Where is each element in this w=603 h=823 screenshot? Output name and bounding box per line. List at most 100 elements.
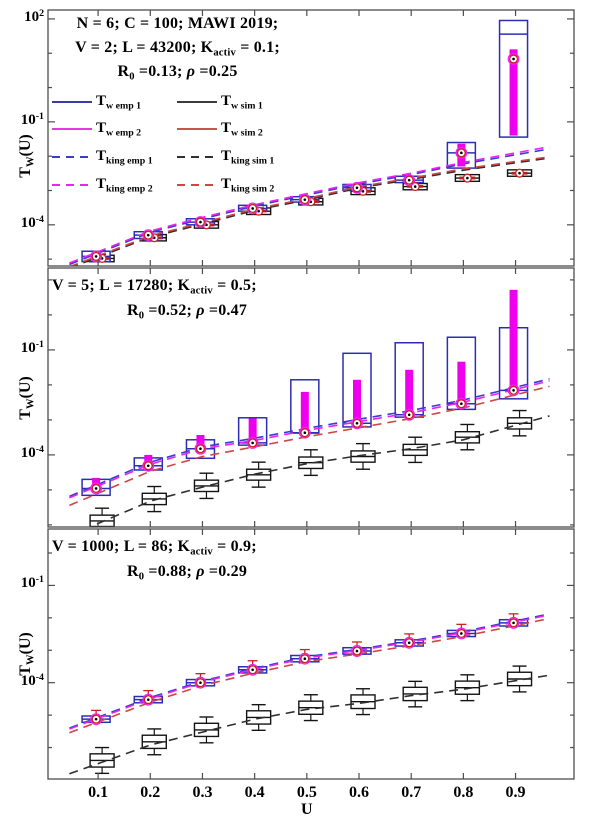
emp-median-marker-dot — [407, 641, 411, 645]
legend-line-swatch — [177, 183, 217, 187]
emp-median-marker-dot — [512, 389, 515, 392]
emp-median-marker-dot — [355, 186, 359, 190]
emp-median-marker-halo — [246, 663, 259, 676]
annotation-line: V = 1000; L = 86; Kactiv = 0.9; — [52, 538, 257, 558]
legend-label: Tw sim 2 — [221, 119, 263, 139]
emp-median-marker-halo — [507, 53, 520, 65]
legend-line-swatch — [52, 100, 92, 104]
emp-median-marker-dot — [303, 657, 307, 660]
panel-1-plot-area — [69, 19, 550, 266]
legend-label: Tking sim 2 — [221, 175, 275, 195]
emp-median-marker-dot — [199, 447, 202, 451]
emp-median-marker-halo — [298, 652, 311, 665]
annotation-line: R0 =0.88; ρ =0.29 — [126, 563, 248, 583]
x-tick-label: 0.8 — [453, 784, 474, 801]
y-axis-title: TW(U) — [17, 632, 37, 676]
legend-item: Tking emp 2 — [52, 174, 153, 196]
x-tick-label: 0.1 — [88, 784, 109, 801]
y-axis-title: TW(U) — [17, 375, 37, 420]
emp-inner-bar — [353, 379, 362, 424]
emp-inner-bar — [300, 391, 309, 433]
emp-median-marker-dot — [303, 198, 307, 201]
emp-median-marker-dot — [251, 668, 254, 672]
emp-median-marker-halo — [142, 693, 155, 706]
emp-median-marker-halo — [142, 459, 155, 472]
emp-median-marker-halo — [403, 408, 416, 421]
emp-median-marker-dot — [199, 681, 202, 684]
emp-median-marker-halo — [455, 146, 468, 159]
sim-median-marker-dot — [518, 171, 521, 175]
emp-median-marker-halo — [194, 216, 207, 229]
emp-median-marker-halo — [246, 436, 259, 449]
emp-median-marker-dot — [460, 632, 463, 635]
legend-label: Tking emp 2 — [96, 175, 153, 195]
legend-label: Tw emp 1 — [96, 92, 142, 112]
emp-median-marker-halo — [246, 202, 259, 215]
annotation-line: V = 5; L = 17280; Kactiv = 0.5; — [52, 277, 257, 297]
legend-item: Tw emp 1 — [52, 91, 141, 113]
legend-line-swatch — [177, 100, 217, 104]
emp-median-marker-halo — [298, 193, 311, 206]
king-emp-2-line — [69, 145, 550, 264]
king-sim-1-line — [87, 415, 550, 527]
legend-item: Tw emp 2 — [52, 118, 141, 140]
panel-3-border — [47, 528, 575, 780]
annotation-line: V = 2; L = 43200; Kactiv = 0.1; — [75, 39, 280, 59]
emp-median-marker-halo — [298, 426, 311, 439]
emp-median-marker-dot — [94, 717, 98, 721]
emp-median-marker-halo — [142, 229, 155, 242]
king-sim-1-line — [69, 674, 550, 775]
legend-label: Tking emp 1 — [96, 147, 153, 167]
y-tick-label: 10-1 — [20, 574, 44, 592]
y-tick-label: 10-1 — [20, 338, 44, 356]
legend-item: Tking sim 1 — [177, 146, 274, 168]
legend-item: Tking sim 2 — [177, 174, 274, 196]
emp-median-marker-dot — [146, 233, 150, 237]
x-axis-title: U — [301, 801, 313, 818]
emp-median-marker-halo — [90, 250, 103, 263]
emp-median-marker-halo — [455, 627, 468, 640]
emp-median-marker-dot — [303, 431, 307, 435]
x-tick-label: 0.3 — [192, 784, 213, 801]
emp-median-marker-dot — [460, 151, 463, 155]
x-tick-label: 0.5 — [296, 784, 317, 801]
legend-label: Tw emp 2 — [96, 119, 142, 139]
y-tick-label: 10-4 — [20, 213, 44, 231]
emp-median-marker-halo — [507, 616, 520, 629]
legend-line-swatch — [177, 155, 217, 159]
emp-median-marker-dot — [512, 57, 515, 61]
legend-item: Tw sim 2 — [177, 118, 263, 140]
y-tick-label: 10-1 — [20, 110, 44, 128]
emp-median-marker-dot — [251, 441, 254, 445]
legend-line-swatch — [52, 183, 92, 187]
x-tick-label: 0.4 — [244, 784, 265, 801]
emp-median-marker-dot — [251, 207, 254, 210]
panel-1-border — [47, 9, 575, 267]
annotation-line: R0 =0.52; ρ =0.47 — [126, 302, 248, 322]
emp-median-marker-dot — [460, 402, 463, 406]
emp-median-marker-dot — [512, 621, 515, 625]
emp-median-marker-halo — [455, 397, 468, 410]
legend-label: Tw sim 1 — [221, 92, 263, 112]
annotation-line: N = 6; C = 100; MAWI 2019; — [76, 15, 279, 32]
emp-inner-bar — [509, 49, 518, 136]
emp-median-marker-halo — [351, 417, 363, 430]
x-tick-label: 0.9 — [505, 784, 526, 801]
emp-median-marker-dot — [146, 464, 150, 468]
emp-median-marker-dot — [407, 413, 411, 417]
panel-2-plot-area — [69, 289, 550, 527]
legend-line-swatch — [52, 127, 92, 131]
emp-median-marker-halo — [351, 645, 363, 657]
panel-3-plot-area — [69, 613, 550, 775]
legend-label: Tking sim 1 — [221, 147, 275, 167]
y-axis-title: TW(U) — [17, 134, 37, 178]
x-tick-label: 0.7 — [401, 784, 422, 801]
emp-median-marker-halo — [90, 482, 103, 495]
sim-median-marker-dot — [413, 185, 417, 188]
emp-inner-bar — [405, 369, 414, 415]
legend-line-swatch — [177, 127, 217, 131]
emp-median-marker-dot — [355, 649, 359, 653]
emp-median-marker-dot — [94, 487, 98, 490]
